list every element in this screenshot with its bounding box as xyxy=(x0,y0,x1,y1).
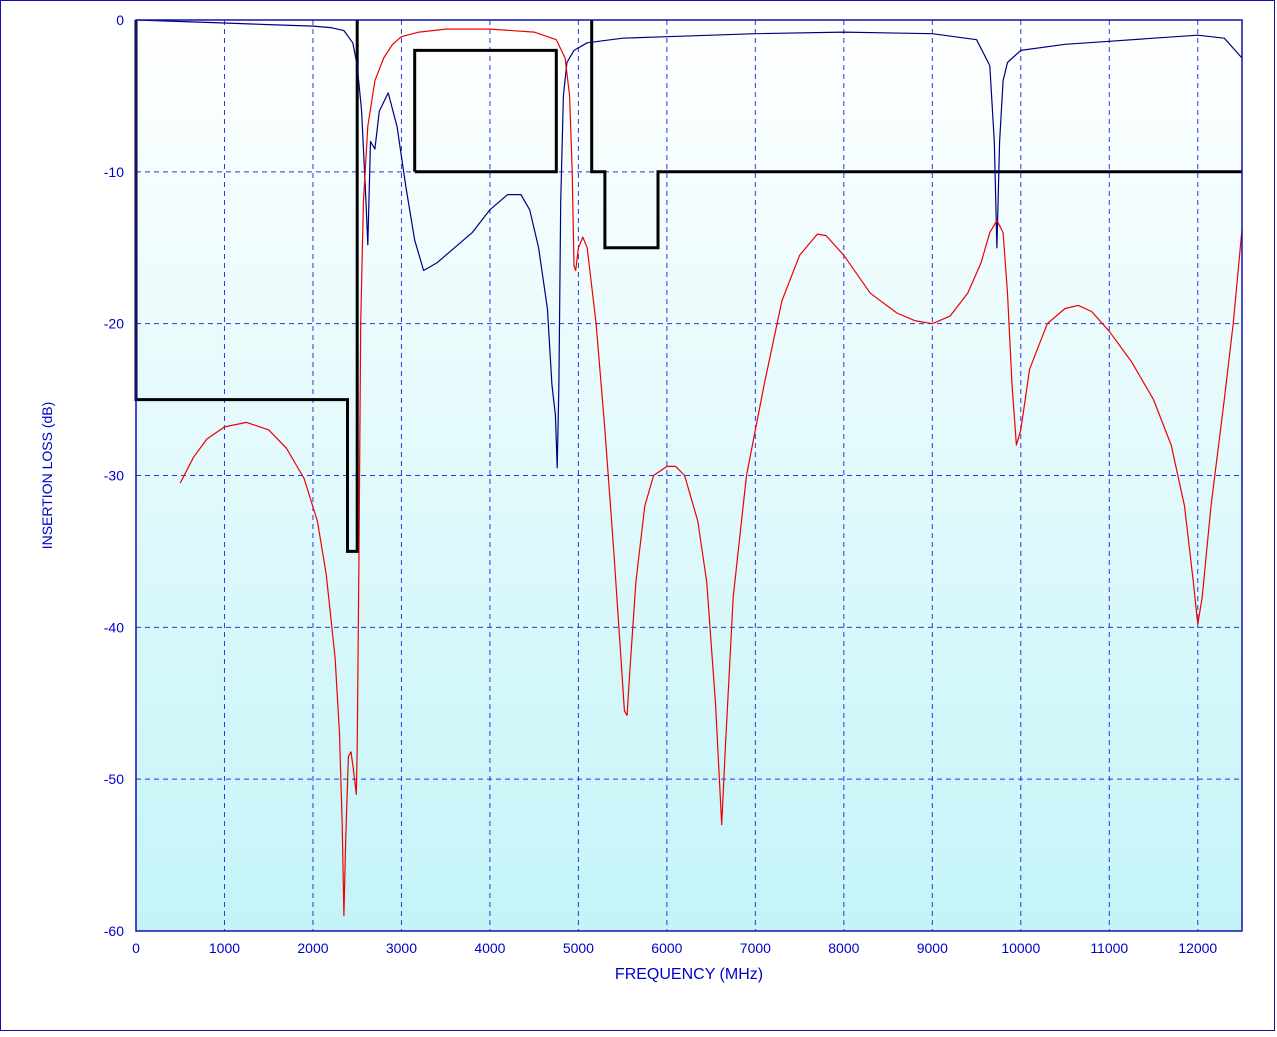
spec-mask-line xyxy=(590,20,1242,250)
x-tick-label: 4000 xyxy=(474,940,505,956)
x-tick-label: 2000 xyxy=(297,940,328,956)
y-tick-label: -50 xyxy=(104,771,124,787)
x-tick-label: 9000 xyxy=(917,940,948,956)
x-tick-label: 12000 xyxy=(1178,940,1217,956)
x-tick-label: 8000 xyxy=(828,940,859,956)
series-line-2 xyxy=(179,28,1243,917)
y-tick-label: -20 xyxy=(104,316,124,332)
x-tick-label: 6000 xyxy=(651,940,682,956)
x-tick-label: 1000 xyxy=(209,940,240,956)
y-tick-labels: 0 -10 -20 -30 -40 -50 -60 xyxy=(104,12,124,939)
spec-mask-line xyxy=(413,48,558,174)
series-lines xyxy=(135,19,1243,917)
x-tick-label: 7000 xyxy=(740,940,771,956)
x-tick-label: 11000 xyxy=(1090,940,1128,956)
y-tick-label: 0 xyxy=(116,12,124,28)
x-tick-label: 10000 xyxy=(1001,940,1040,956)
x-tick-label: 3000 xyxy=(386,940,417,956)
x-axis-label: FREQUENCY (MHz) xyxy=(615,966,763,983)
y-axis-label: INSERTION LOSS (dB) xyxy=(39,402,55,550)
y-tick-label: -10 xyxy=(104,164,124,180)
x-tick-label: 0 xyxy=(132,940,140,956)
y-tick-label: -60 xyxy=(104,923,124,939)
grid-lines xyxy=(136,20,1242,931)
y-tick-label: -30 xyxy=(104,468,124,484)
series-line-1 xyxy=(135,19,1243,469)
plot-border xyxy=(135,19,1243,932)
y-tick-label: -40 xyxy=(104,619,124,635)
x-tick-label: 5000 xyxy=(563,940,594,956)
x-tick-labels: 0 1000 2000 3000 4000 5000 6000 7000 8000 9000 100… xyxy=(132,940,1217,956)
